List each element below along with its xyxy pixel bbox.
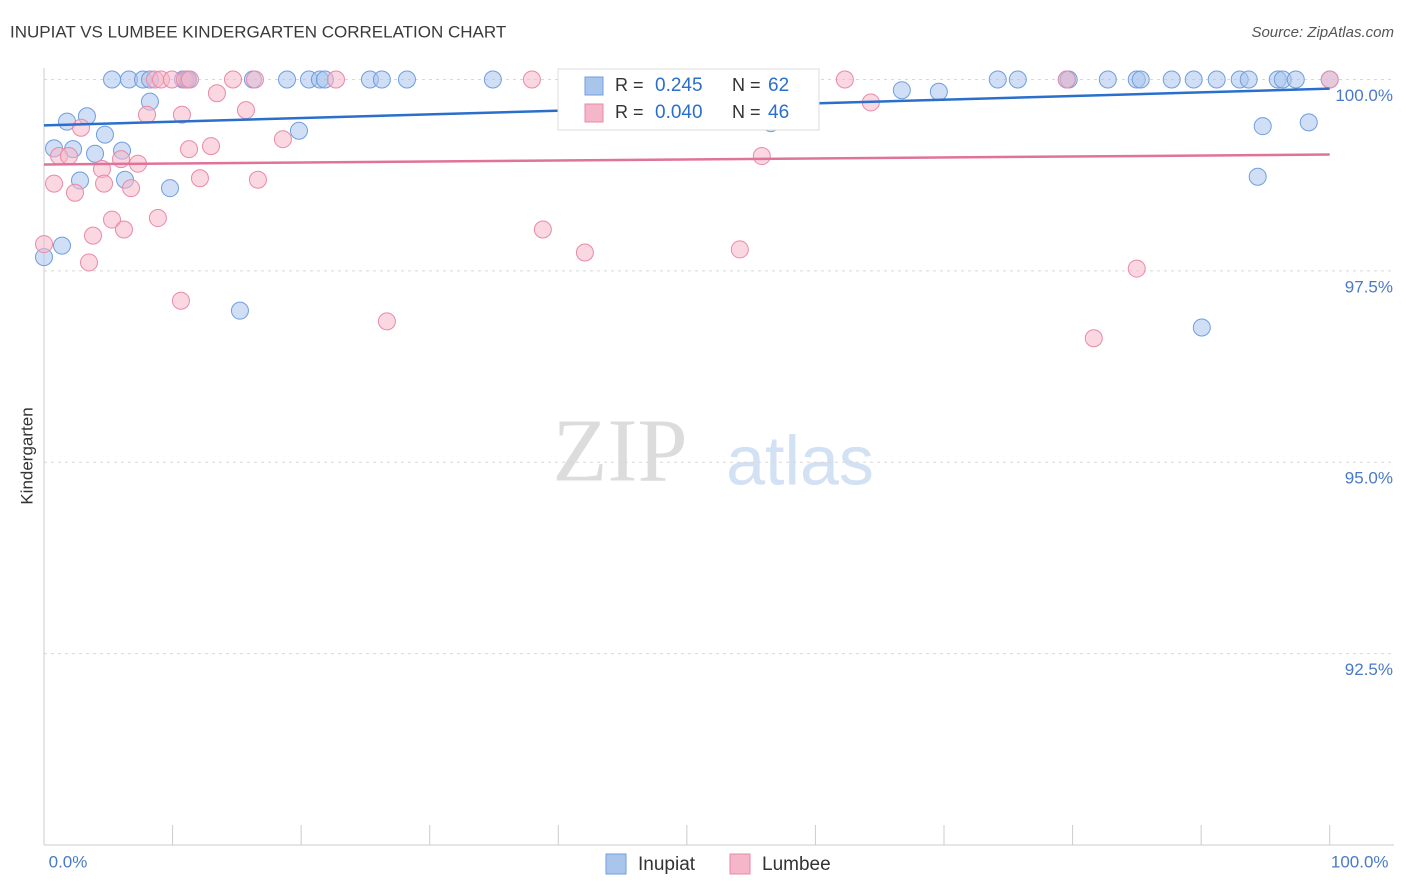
legend-label: Lumbee bbox=[762, 854, 831, 875]
watermark: ZIP bbox=[553, 402, 688, 501]
point bbox=[95, 174, 114, 193]
y-axis-label: Kindergarten bbox=[17, 407, 36, 504]
trend-line bbox=[43, 153, 1330, 166]
point bbox=[207, 84, 226, 103]
point bbox=[1299, 113, 1318, 132]
point bbox=[95, 125, 114, 144]
point bbox=[483, 70, 502, 89]
point bbox=[224, 70, 242, 89]
point bbox=[72, 118, 91, 137]
point bbox=[171, 291, 190, 310]
point bbox=[377, 312, 396, 331]
point bbox=[1127, 259, 1146, 278]
point bbox=[533, 220, 552, 239]
stat-value: 0.245 bbox=[655, 75, 703, 96]
point bbox=[575, 243, 594, 262]
point bbox=[1192, 318, 1211, 337]
point bbox=[245, 70, 264, 89]
y-tick-label: 92.5% bbox=[1345, 660, 1393, 679]
point bbox=[1239, 70, 1258, 89]
legend-swatch bbox=[584, 103, 604, 123]
stat-label: R = bbox=[615, 75, 644, 95]
point bbox=[53, 236, 71, 255]
legend-swatch bbox=[729, 853, 751, 875]
stat-value: 62 bbox=[768, 75, 789, 96]
y-tick-label: 97.5% bbox=[1345, 277, 1393, 296]
point bbox=[835, 70, 854, 89]
point bbox=[137, 105, 156, 124]
point bbox=[103, 70, 122, 89]
point bbox=[180, 140, 199, 159]
point bbox=[190, 169, 209, 188]
point bbox=[236, 101, 255, 120]
point bbox=[326, 70, 345, 89]
point bbox=[372, 70, 391, 89]
x-tick-label: 100.0% bbox=[1331, 852, 1389, 871]
y-tick-label: 100.0% bbox=[1335, 86, 1393, 105]
point bbox=[59, 147, 78, 166]
point bbox=[45, 174, 64, 193]
point bbox=[83, 226, 102, 245]
point bbox=[202, 137, 221, 156]
stat-label: N = bbox=[732, 75, 761, 95]
point bbox=[180, 70, 199, 89]
point bbox=[278, 70, 296, 89]
point bbox=[1184, 70, 1203, 89]
point bbox=[80, 253, 98, 272]
point bbox=[988, 70, 1007, 89]
point bbox=[1253, 117, 1272, 136]
point bbox=[114, 220, 133, 239]
point bbox=[65, 183, 84, 202]
watermark: atlas bbox=[726, 421, 874, 499]
point bbox=[892, 81, 911, 100]
point bbox=[730, 240, 749, 259]
point bbox=[522, 70, 541, 89]
point bbox=[161, 179, 179, 198]
point bbox=[148, 209, 167, 228]
point bbox=[1320, 70, 1339, 89]
point bbox=[1248, 167, 1267, 186]
stat-label: R = bbox=[615, 102, 644, 122]
point bbox=[103, 210, 122, 229]
point bbox=[172, 105, 191, 124]
point bbox=[273, 130, 292, 149]
point bbox=[122, 179, 141, 198]
source: Source: ZipAtlas.com bbox=[1251, 24, 1394, 41]
point bbox=[1286, 70, 1305, 89]
point bbox=[1057, 70, 1076, 89]
point bbox=[1162, 70, 1181, 89]
point bbox=[1131, 70, 1150, 89]
point bbox=[752, 147, 771, 166]
point bbox=[1098, 70, 1117, 89]
y-tick-label: 95.0% bbox=[1345, 469, 1393, 488]
point bbox=[248, 170, 267, 189]
point bbox=[86, 144, 105, 163]
point bbox=[35, 235, 53, 254]
point bbox=[289, 121, 308, 140]
stat-value: 46 bbox=[768, 102, 789, 123]
point bbox=[397, 70, 416, 89]
x-tick-label: 0.0% bbox=[49, 852, 88, 871]
stat-value: 0.040 bbox=[655, 102, 703, 123]
legend-swatch bbox=[584, 76, 604, 96]
legend-swatch bbox=[605, 853, 627, 875]
point bbox=[1207, 70, 1226, 89]
stat-label: N = bbox=[732, 102, 761, 122]
point bbox=[1084, 329, 1103, 348]
chart-title: INUPIAT VS LUMBEE KINDERGARTEN CORRELATI… bbox=[10, 22, 506, 41]
point bbox=[230, 301, 249, 320]
legend-label: Inupiat bbox=[638, 854, 696, 875]
point bbox=[1008, 70, 1027, 89]
point bbox=[929, 82, 948, 101]
